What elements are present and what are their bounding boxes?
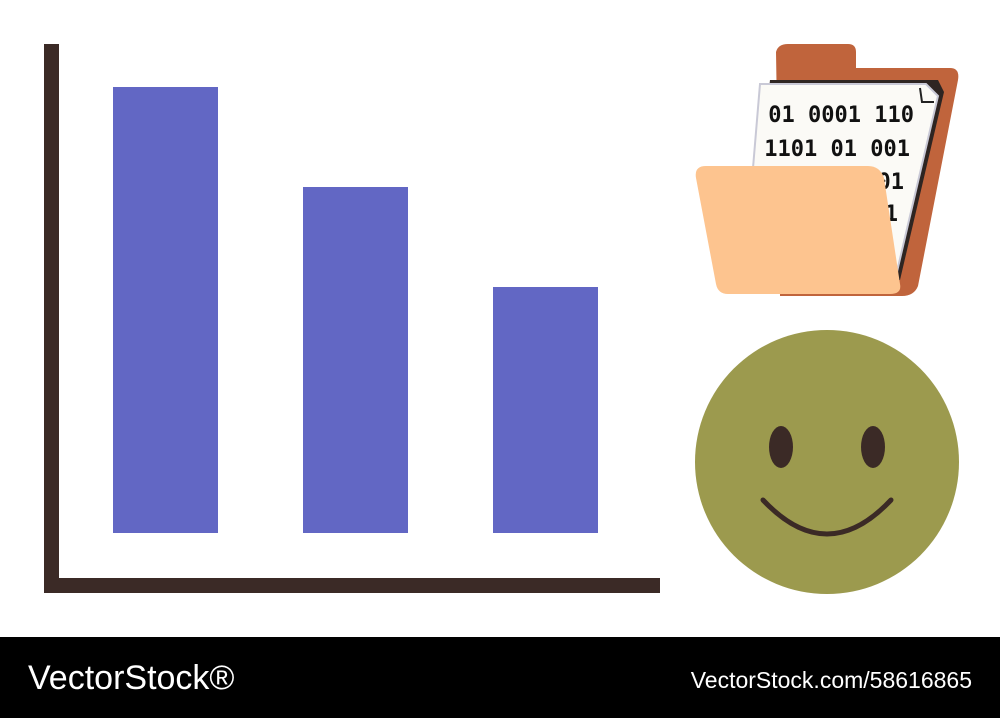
bar-chart: [113, 87, 598, 533]
footer-brand: VectorStock®: [28, 659, 234, 697]
footer-bar: [0, 637, 1000, 718]
binary-line: 1101 01 001: [764, 137, 910, 162]
smiley-eye: [769, 426, 793, 468]
paper-corner: [919, 87, 934, 103]
folder-icon: 01 0001 110 1101 01 001 01 1: [695, 44, 959, 296]
footer-url: VectorStock.com/58616865: [691, 667, 972, 693]
folder-front: [695, 166, 901, 294]
smiley-mouth: [760, 497, 894, 537]
smiley-icon: [695, 330, 959, 594]
bar: [493, 287, 598, 533]
y-axis: [44, 44, 59, 593]
binary-line: 01 0001 110: [768, 103, 914, 128]
bar: [113, 87, 218, 533]
smiley-face: [695, 330, 959, 594]
x-axis: [44, 578, 660, 593]
smiley-eye: [861, 426, 885, 468]
bar: [303, 187, 408, 533]
